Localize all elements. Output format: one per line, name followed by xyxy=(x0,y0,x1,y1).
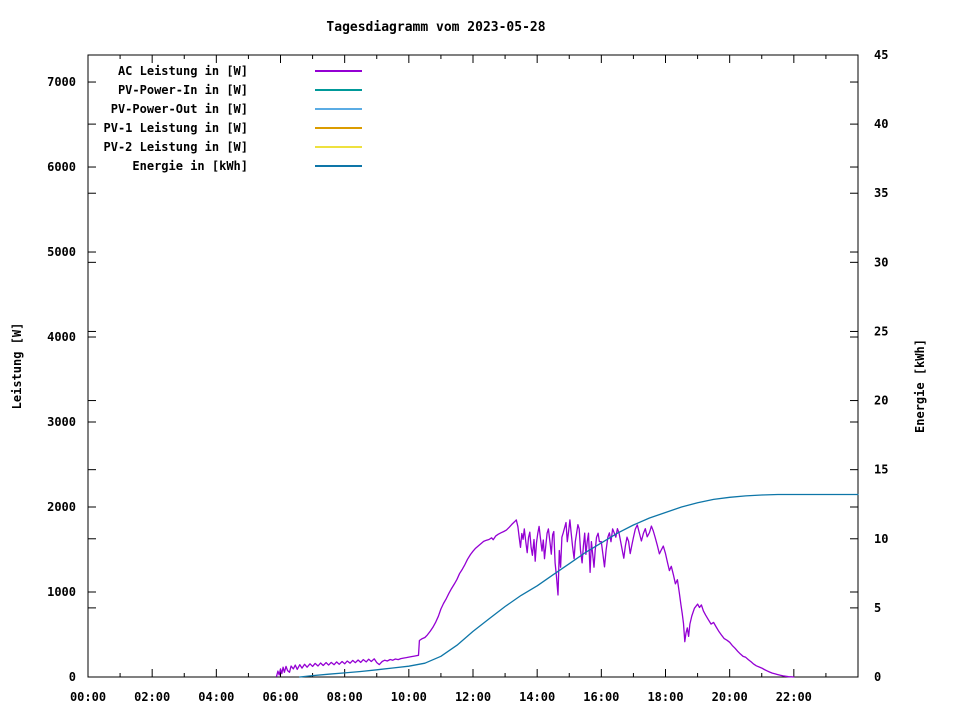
x-axis-ticks xyxy=(87,55,859,677)
legend: AC Leistung in [W] PV-Power-In in [W] PV-P… xyxy=(104,64,362,173)
x-tick-label: 10:00 xyxy=(391,690,427,704)
y-left-tick-label: 5000 xyxy=(47,245,76,259)
x-tick-label: 00:00 xyxy=(70,690,106,704)
x-tick-label: 12:00 xyxy=(455,690,491,704)
y-left-tick-label: 4000 xyxy=(47,330,76,344)
x-tick-label: 20:00 xyxy=(712,690,748,704)
x-tick-label: 16:00 xyxy=(583,690,619,704)
y-left-tick-label: 3000 xyxy=(47,415,76,429)
y-axis-left-ticks xyxy=(88,81,858,678)
y-right-tick-label: 10 xyxy=(874,532,888,546)
y-right-tick-label: 30 xyxy=(874,255,888,269)
y-right-tick-label: 15 xyxy=(874,463,888,477)
legend-label: PV-Power-Out in [W] xyxy=(111,102,248,116)
x-tick-label: 04:00 xyxy=(198,690,234,704)
y-right-tick-label: 40 xyxy=(874,117,888,131)
series-line-5 xyxy=(299,493,859,678)
y-left-tick-label: 6000 xyxy=(47,160,76,174)
legend-label: PV-1 Leistung in [W] xyxy=(104,121,249,135)
x-axis-tick-labels: 00:00 02:00 04:00 06:00 08:00 10:00 12:00 14:00… xyxy=(70,690,812,704)
y-right-tick-label: 35 xyxy=(874,186,888,200)
legend-row: PV-2 Leistung in [W] xyxy=(104,140,362,154)
y-left-tick-labels: 0 1000 2000 3000 4000 5000 6000 7000 xyxy=(47,75,76,684)
x-tick-label: 22:00 xyxy=(776,690,812,704)
legend-label: PV-2 Leistung in [W] xyxy=(104,140,249,154)
y-right-tick-label: 45 xyxy=(874,48,888,62)
x-tick-label: 18:00 xyxy=(647,690,683,704)
y-left-tick-label: 0 xyxy=(69,670,76,684)
x-tick-label: 06:00 xyxy=(262,690,298,704)
x-tick-label: 02:00 xyxy=(134,690,170,704)
y-right-tick-label: 25 xyxy=(874,324,888,338)
y-left-tick-label: 1000 xyxy=(47,585,76,599)
y-right-tick-label: 5 xyxy=(874,601,881,615)
y-right-tick-labels: 0 5 10 15 20 25 30 35 40 45 xyxy=(874,48,888,684)
legend-label: PV-Power-In in [W] xyxy=(118,83,248,97)
y-axis-right-ticks xyxy=(88,54,858,678)
chart-title: Tagesdiagramm vom 2023-05-28 xyxy=(326,20,546,35)
legend-row: PV-Power-Out in [W] xyxy=(111,102,362,116)
legend-row: AC Leistung in [W] xyxy=(118,64,362,78)
x-tick-label: 08:00 xyxy=(327,690,363,704)
legend-label: AC Leistung in [W] xyxy=(118,64,248,78)
y-right-tick-label: 20 xyxy=(874,394,888,408)
legend-row: PV-1 Leistung in [W] xyxy=(104,121,362,135)
y-right-tick-label: 0 xyxy=(874,670,881,684)
series-line-0 xyxy=(275,519,795,678)
legend-row: PV-Power-In in [W] xyxy=(118,83,362,97)
x-tick-label: 14:00 xyxy=(519,690,555,704)
y-left-tick-label: 7000 xyxy=(47,75,76,89)
y-left-tick-label: 2000 xyxy=(47,500,76,514)
legend-label: Energie in [kWh] xyxy=(132,159,248,173)
legend-row: Energie in [kWh] xyxy=(132,159,362,173)
